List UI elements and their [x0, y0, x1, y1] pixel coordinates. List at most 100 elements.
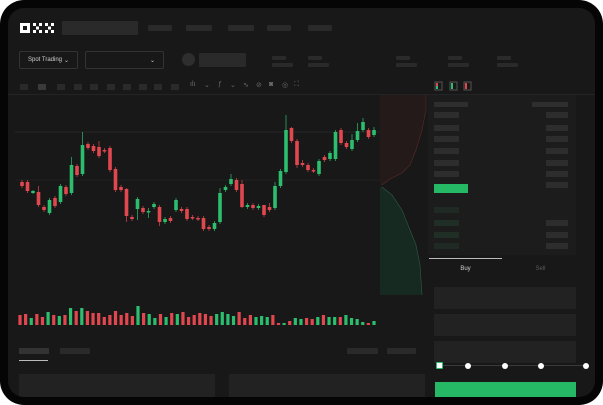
candle-body — [333, 132, 338, 159]
volume-bar — [153, 318, 157, 325]
search-input[interactable] — [62, 21, 138, 35]
bid-price[interactable] — [434, 232, 459, 238]
candlestick-chart[interactable] — [8, 8, 388, 338]
candle-body — [212, 223, 217, 229]
candle — [333, 130, 338, 161]
candle-body — [47, 200, 52, 213]
chevron-down-icon[interactable]: ⌄ — [230, 82, 236, 89]
stat-value — [448, 63, 469, 67]
nav-item[interactable] — [308, 25, 332, 31]
buy-button[interactable] — [435, 382, 576, 397]
candle-body — [278, 171, 283, 186]
bid-price[interactable] — [434, 207, 459, 213]
candle — [141, 206, 145, 214]
tab-buy[interactable]: Buy — [460, 266, 471, 272]
volume-bar — [355, 319, 359, 325]
volume-bar — [215, 314, 219, 325]
orderbook-view-toggle[interactable] — [433, 81, 473, 91]
stat-value — [497, 63, 518, 67]
settings-icon[interactable]: ◎ — [282, 82, 289, 89]
candle — [119, 185, 123, 192]
nav-item[interactable] — [148, 25, 172, 31]
volume-bar — [24, 314, 28, 325]
slider-step-75[interactable] — [538, 363, 544, 369]
filter-button[interactable] — [387, 348, 416, 354]
candle — [262, 205, 266, 217]
total-input[interactable] — [434, 341, 576, 363]
nav-item[interactable] — [228, 25, 254, 31]
volume-bar — [333, 317, 337, 325]
candle — [185, 207, 189, 221]
ask-price[interactable] — [434, 148, 459, 154]
amount-slider[interactable] — [440, 365, 588, 366]
candle-body — [317, 161, 321, 174]
ask-price[interactable] — [434, 112, 459, 118]
filter-button[interactable] — [347, 348, 378, 354]
candle-body — [273, 186, 277, 208]
bid-price[interactable] — [434, 220, 459, 226]
tab-sell[interactable]: Sell — [535, 266, 546, 272]
tab-open-orders[interactable] — [19, 348, 49, 354]
slider-step-50[interactable] — [502, 363, 508, 369]
ask-price[interactable] — [434, 136, 459, 142]
volume-bar — [282, 323, 286, 325]
ruler-icon[interactable]: ⊘ — [256, 82, 262, 89]
volume-bar — [57, 316, 61, 325]
volume-bar — [220, 312, 224, 325]
timeframe-button[interactable] — [123, 84, 131, 90]
volume-bar — [130, 316, 134, 325]
price-input[interactable] — [434, 287, 576, 309]
camera-icon[interactable]: ◙ — [269, 81, 274, 88]
bid-price[interactable] — [434, 243, 459, 249]
candle — [157, 205, 162, 226]
ask-price[interactable] — [434, 160, 459, 166]
candle — [240, 180, 244, 208]
ask-depth-line — [381, 95, 427, 186]
candle — [295, 139, 299, 168]
bid-depth-area — [380, 187, 422, 295]
nav-item[interactable] — [186, 25, 212, 31]
candle-body — [267, 207, 272, 210]
volume-bar — [164, 317, 168, 325]
trading-mode-dropdown[interactable]: Spot Trading ⌄ — [19, 51, 78, 69]
candle-body — [25, 182, 30, 191]
candle — [179, 207, 184, 213]
ask-price[interactable] — [434, 125, 459, 131]
timeframe-button[interactable] — [20, 84, 28, 90]
slider-handle[interactable] — [436, 362, 443, 369]
timeframe-button[interactable] — [171, 84, 179, 90]
indicator-icon[interactable]: ƒ — [218, 81, 222, 88]
amount-input[interactable] — [434, 314, 576, 336]
stat-label — [308, 56, 322, 60]
candle — [20, 180, 24, 188]
divider — [8, 94, 595, 95]
volume-bar — [361, 322, 365, 325]
tab-order-history[interactable] — [60, 348, 90, 354]
candle-body — [229, 179, 233, 184]
candle-type-icon[interactable]: ılı — [190, 81, 196, 88]
candle-body — [251, 205, 255, 208]
volume-bar — [85, 311, 90, 325]
pair-dropdown[interactable]: ⌄ — [85, 51, 164, 69]
timeframe-button[interactable] — [38, 84, 46, 90]
volume-bar — [260, 316, 264, 325]
timeframe-button[interactable] — [74, 84, 82, 90]
slider-step-25[interactable] — [465, 363, 471, 369]
ask-price[interactable] — [434, 171, 459, 177]
line-tool-icon[interactable]: ∿ — [243, 82, 249, 89]
timeframe-button[interactable] — [107, 84, 115, 90]
slider-step-100[interactable] — [583, 363, 589, 369]
candle — [306, 163, 310, 172]
timeframe-button[interactable] — [154, 84, 162, 90]
candle — [366, 128, 371, 139]
timeframe-button[interactable] — [90, 84, 98, 90]
fullscreen-icon[interactable]: ⛶ — [294, 81, 299, 88]
candle-body — [190, 217, 195, 219]
chevron-down-icon[interactable]: ⌄ — [204, 82, 210, 89]
candle — [218, 188, 222, 224]
nav-item[interactable] — [267, 25, 291, 31]
timeframe-button[interactable] — [139, 84, 147, 90]
timeframe-button[interactable] — [57, 84, 65, 90]
candle-body — [42, 207, 46, 210]
candle-body — [311, 170, 316, 172]
